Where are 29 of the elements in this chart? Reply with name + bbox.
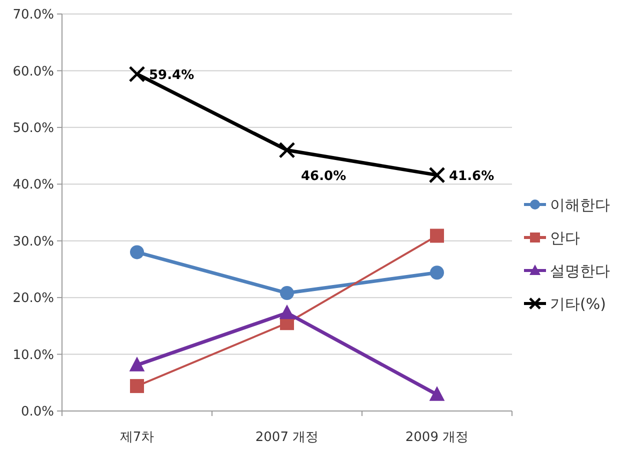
point — [430, 228, 444, 243]
y-tick-label: 40.0% — [12, 178, 54, 193]
data-label: 59.4% — [149, 68, 194, 84]
data-label: 41.6% — [449, 169, 494, 184]
x-tick-label: 제7차 — [120, 430, 154, 445]
point — [428, 166, 446, 184]
y-tick-label: 60.0% — [12, 64, 54, 80]
point — [429, 386, 445, 401]
data-label: 46.0% — [301, 169, 346, 184]
point — [129, 356, 145, 372]
y-tick-label: 50.0% — [12, 120, 54, 136]
legend-label: 설명한다 — [550, 262, 610, 280]
y-tick-label: 30.0% — [12, 234, 54, 250]
point — [279, 304, 295, 320]
point — [128, 66, 146, 82]
y-tick-label: 20.0% — [12, 291, 54, 306]
x-tick-label: 2009 개정 — [405, 430, 469, 445]
legend-label: 이해한다 — [550, 196, 610, 214]
legend-label: 기타(%) — [550, 294, 606, 313]
point — [130, 379, 144, 394]
y-tick-label: 0.0% — [20, 404, 54, 420]
point — [278, 142, 296, 158]
point — [130, 245, 144, 260]
legend-label: 안다 — [550, 228, 580, 247]
x-tick-label: 2007 개정 — [255, 430, 319, 445]
y-tick-label: 70.0% — [12, 8, 54, 23]
y-tick-label: 10.0% — [12, 348, 54, 363]
point — [280, 286, 294, 300]
point — [430, 266, 444, 280]
